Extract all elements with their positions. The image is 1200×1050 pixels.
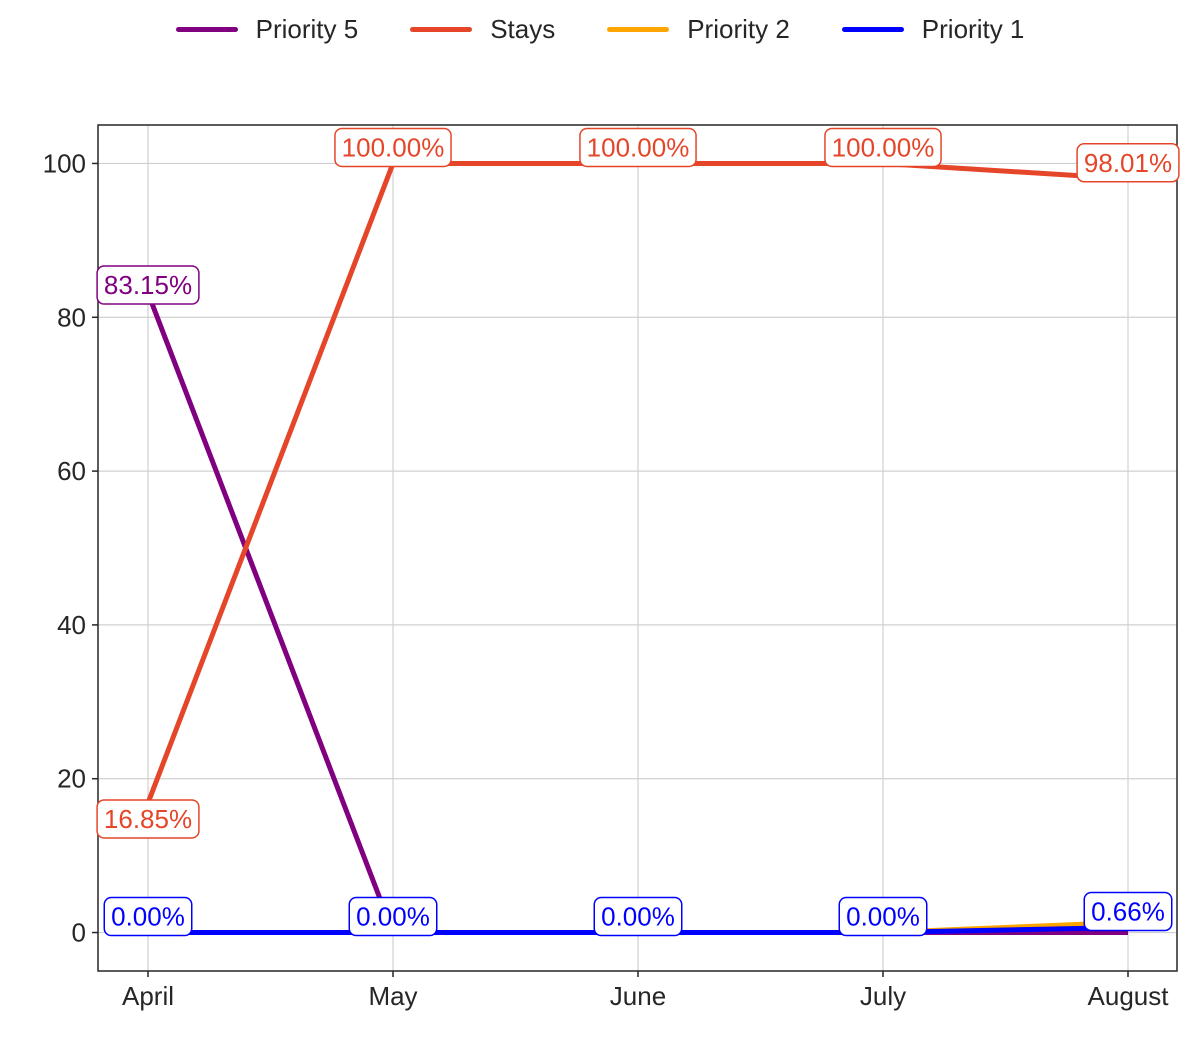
data-label-box bbox=[334, 127, 452, 168]
data-label-box bbox=[96, 799, 200, 839]
data-label: 0.66% bbox=[1091, 896, 1165, 926]
y-tick-label: 20 bbox=[57, 764, 86, 794]
data-label: 0.00% bbox=[601, 902, 675, 932]
legend-item: Priority 1 bbox=[841, 14, 1025, 45]
data-label: 100.00% bbox=[342, 132, 445, 162]
data-label-box bbox=[1083, 891, 1173, 932]
chart-legend: Priority 5 Stays Priority 2 Priority 1 bbox=[0, 14, 1200, 45]
x-tick-label: June bbox=[610, 981, 666, 1011]
x-tick-label: August bbox=[1088, 981, 1170, 1011]
data-label-box bbox=[1076, 143, 1180, 183]
x-tick-label: July bbox=[860, 981, 906, 1011]
legend-label: Priority 1 bbox=[921, 14, 1025, 44]
legend-item: Priority 2 bbox=[607, 14, 790, 45]
data-label-box bbox=[593, 896, 683, 937]
legend-label: Priority 2 bbox=[687, 14, 790, 44]
y-tick-label: 100 bbox=[43, 148, 86, 178]
legend-swatch bbox=[175, 27, 238, 32]
data-label-box bbox=[838, 896, 928, 937]
y-tick-label: 40 bbox=[57, 610, 86, 640]
data-label-box bbox=[103, 896, 193, 937]
data-label: 98.01% bbox=[1084, 148, 1172, 178]
data-label-box bbox=[96, 265, 200, 305]
data-label: 16.85% bbox=[104, 804, 192, 834]
legend-swatch bbox=[841, 27, 904, 32]
data-label: 0.00% bbox=[846, 902, 920, 932]
legend-swatch bbox=[607, 27, 670, 32]
data-label: 0.00% bbox=[356, 902, 430, 932]
legend-swatch bbox=[410, 27, 473, 32]
legend-label: Priority 5 bbox=[255, 14, 359, 44]
data-label: 83.15% bbox=[104, 270, 192, 300]
data-label: 100.00% bbox=[832, 132, 935, 162]
data-label: 0.00% bbox=[111, 902, 185, 932]
y-tick-label: 60 bbox=[57, 456, 86, 486]
data-label-box bbox=[824, 127, 942, 168]
y-tick-label: 0 bbox=[72, 918, 86, 948]
data-label-box bbox=[348, 896, 438, 937]
data-label: 100.00% bbox=[587, 132, 690, 162]
legend-item: Priority 5 bbox=[175, 14, 359, 45]
legend-label: Stays bbox=[490, 14, 556, 44]
x-tick-label: May bbox=[368, 981, 417, 1011]
y-tick-label: 80 bbox=[57, 302, 86, 332]
data-label-box bbox=[579, 127, 697, 168]
x-tick-label: April bbox=[122, 981, 174, 1011]
legend-item: Stays bbox=[410, 14, 555, 45]
